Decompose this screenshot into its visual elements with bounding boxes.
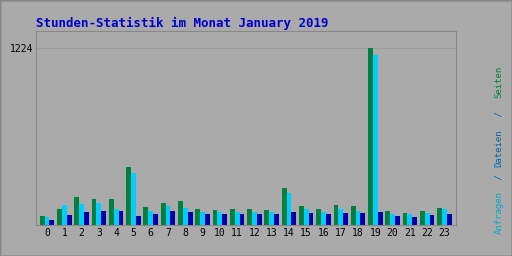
Bar xyxy=(447,214,452,225)
Bar xyxy=(57,209,62,225)
Bar xyxy=(218,212,222,225)
Bar xyxy=(333,205,338,225)
Bar xyxy=(368,48,373,225)
Bar xyxy=(126,167,131,225)
Bar xyxy=(274,215,279,225)
Text: Stunden-Statistik im Monat January 2019: Stunden-Statistik im Monat January 2019 xyxy=(36,16,328,29)
Bar xyxy=(240,215,244,225)
Bar xyxy=(165,207,170,225)
Text: Anfragen: Anfragen xyxy=(495,191,504,234)
Bar xyxy=(195,209,200,225)
Bar xyxy=(395,216,400,225)
Text: /: / xyxy=(495,169,504,185)
Bar xyxy=(200,211,205,225)
Bar xyxy=(386,211,390,225)
Bar xyxy=(183,208,188,225)
Bar xyxy=(299,206,304,225)
Bar xyxy=(79,204,84,225)
Bar xyxy=(425,213,430,225)
Bar xyxy=(119,211,123,225)
Text: Seiten: Seiten xyxy=(495,66,504,98)
Bar xyxy=(269,211,274,225)
Bar xyxy=(287,193,291,225)
Bar xyxy=(96,203,101,225)
Bar xyxy=(153,214,158,225)
Bar xyxy=(356,211,360,225)
Bar xyxy=(161,203,165,225)
Bar xyxy=(360,213,366,225)
Bar xyxy=(304,209,309,225)
Bar xyxy=(437,208,442,225)
Bar xyxy=(252,212,257,225)
Bar xyxy=(131,173,136,225)
Bar xyxy=(143,207,148,225)
Bar xyxy=(114,209,119,225)
Bar xyxy=(343,213,348,225)
Bar xyxy=(378,211,382,225)
Bar xyxy=(321,211,326,225)
Bar xyxy=(247,209,252,225)
Bar xyxy=(291,212,296,225)
Bar xyxy=(264,210,269,225)
Bar xyxy=(326,215,331,225)
Bar xyxy=(205,215,210,225)
Bar xyxy=(109,199,114,225)
Bar xyxy=(412,217,417,225)
Bar xyxy=(74,197,79,225)
Bar xyxy=(351,206,356,225)
Bar xyxy=(45,217,50,225)
Bar xyxy=(282,188,287,225)
Text: Dateien: Dateien xyxy=(495,130,504,167)
Bar xyxy=(257,215,262,225)
Bar xyxy=(309,213,313,225)
Bar xyxy=(92,199,96,225)
Bar xyxy=(101,211,106,225)
Bar xyxy=(430,215,434,225)
Bar xyxy=(84,212,89,225)
Bar xyxy=(402,213,408,225)
Bar xyxy=(178,201,183,225)
Bar xyxy=(62,205,67,225)
Bar xyxy=(442,209,447,225)
Bar xyxy=(136,216,141,225)
Bar xyxy=(50,220,54,225)
Bar xyxy=(40,216,45,225)
Bar xyxy=(408,215,412,225)
Bar xyxy=(170,211,175,225)
Bar xyxy=(148,211,153,225)
Bar xyxy=(230,209,234,225)
Bar xyxy=(234,212,240,225)
Bar xyxy=(316,209,321,225)
Bar xyxy=(390,214,395,225)
Bar xyxy=(373,56,378,225)
Bar xyxy=(188,212,193,225)
Text: /: / xyxy=(495,106,504,122)
Bar xyxy=(338,209,343,225)
Bar xyxy=(222,215,227,225)
Bar xyxy=(420,211,425,225)
Bar xyxy=(212,210,218,225)
Bar xyxy=(67,215,72,225)
